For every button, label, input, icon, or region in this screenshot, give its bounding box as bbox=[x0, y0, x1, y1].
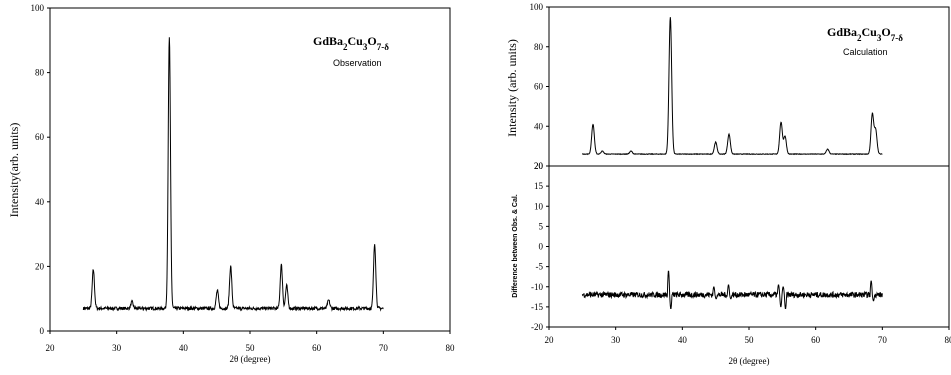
y-tick-label: 20 bbox=[35, 261, 45, 271]
x-tick-label: 30 bbox=[112, 343, 122, 353]
y-tick-label: 10 bbox=[534, 201, 544, 211]
x-tick-label: 20 bbox=[545, 335, 555, 345]
y-tick-label: 40 bbox=[35, 197, 45, 207]
difference-series-line bbox=[581, 270, 883, 310]
y-tick-label: 20 bbox=[534, 161, 544, 171]
observation-series-line bbox=[82, 37, 384, 312]
difference-y-axis-label: Difference between Obs. & Cal. bbox=[512, 194, 519, 298]
x-tick-label: 60 bbox=[312, 343, 322, 353]
y-tick-label: 60 bbox=[35, 132, 45, 142]
x-tick-label: 70 bbox=[379, 343, 389, 353]
x-tick-label: 40 bbox=[179, 343, 189, 353]
y-tick-label: -15 bbox=[531, 302, 543, 312]
y-tick-label: 60 bbox=[534, 82, 544, 92]
observation-x-ticks: 20 30 40 50 60 70 80 bbox=[46, 331, 456, 353]
y-tick-label: -20 bbox=[531, 322, 543, 332]
x-tick-label: 40 bbox=[678, 335, 688, 345]
combined-plot-frame bbox=[548, 6, 950, 328]
difference-chart: 20 30 40 50 60 70 80 -20 -15 -10 -5 0 5 10 15 20 Diffe… bbox=[512, 161, 951, 366]
y-tick-label: 100 bbox=[31, 3, 45, 13]
observation-formula: GdBa2Cu3O7-δ bbox=[313, 34, 389, 52]
difference-y-ticks: -20 -15 -10 -5 0 5 10 15 20 bbox=[531, 161, 549, 332]
x-tick-label: 50 bbox=[745, 335, 755, 345]
observation-plot-frame bbox=[49, 7, 451, 332]
calculation-annotation: Calculation bbox=[843, 47, 888, 57]
y-tick-label: 15 bbox=[534, 181, 544, 191]
difference-x-ticks: 20 30 40 50 60 70 80 bbox=[545, 327, 951, 345]
y-tick-label: 5 bbox=[539, 221, 544, 231]
y-tick-label: 80 bbox=[35, 68, 45, 78]
x-tick-label: 80 bbox=[446, 343, 456, 353]
observation-y-axis-label: Intensity(arb. units) bbox=[7, 123, 21, 218]
y-tick-label: 0 bbox=[40, 326, 45, 336]
y-tick-label: 20 bbox=[534, 161, 544, 171]
observation-y-ticks: 0 20 40 60 80 100 bbox=[31, 3, 50, 336]
observation-x-axis-label: 2θ (degree) bbox=[229, 354, 270, 364]
calculation-y-axis-label: Intensity (arb. units) bbox=[505, 39, 519, 137]
x-tick-label: 20 bbox=[46, 343, 56, 353]
calculation-series-line bbox=[581, 17, 883, 156]
y-tick-label: 40 bbox=[534, 121, 544, 131]
calculation-y-ticks: 20 40 60 80 100 bbox=[530, 2, 549, 171]
observation-annotation: Observation bbox=[333, 58, 382, 68]
x-tick-label: 60 bbox=[811, 335, 821, 345]
y-tick-label: 80 bbox=[534, 42, 544, 52]
y-tick-label: 100 bbox=[530, 2, 544, 12]
x-tick-label: 80 bbox=[945, 335, 951, 345]
x-tick-label: 70 bbox=[878, 335, 888, 345]
calculation-formula: GdBa2Cu3O7-δ bbox=[827, 25, 903, 43]
x-tick-label: 30 bbox=[611, 335, 621, 345]
x-tick-label: 50 bbox=[246, 343, 256, 353]
y-tick-label: -5 bbox=[536, 262, 544, 272]
y-tick-label: 0 bbox=[539, 242, 544, 252]
y-tick-label: -10 bbox=[531, 282, 543, 292]
difference-x-axis-label: 2θ (degree) bbox=[728, 356, 769, 366]
